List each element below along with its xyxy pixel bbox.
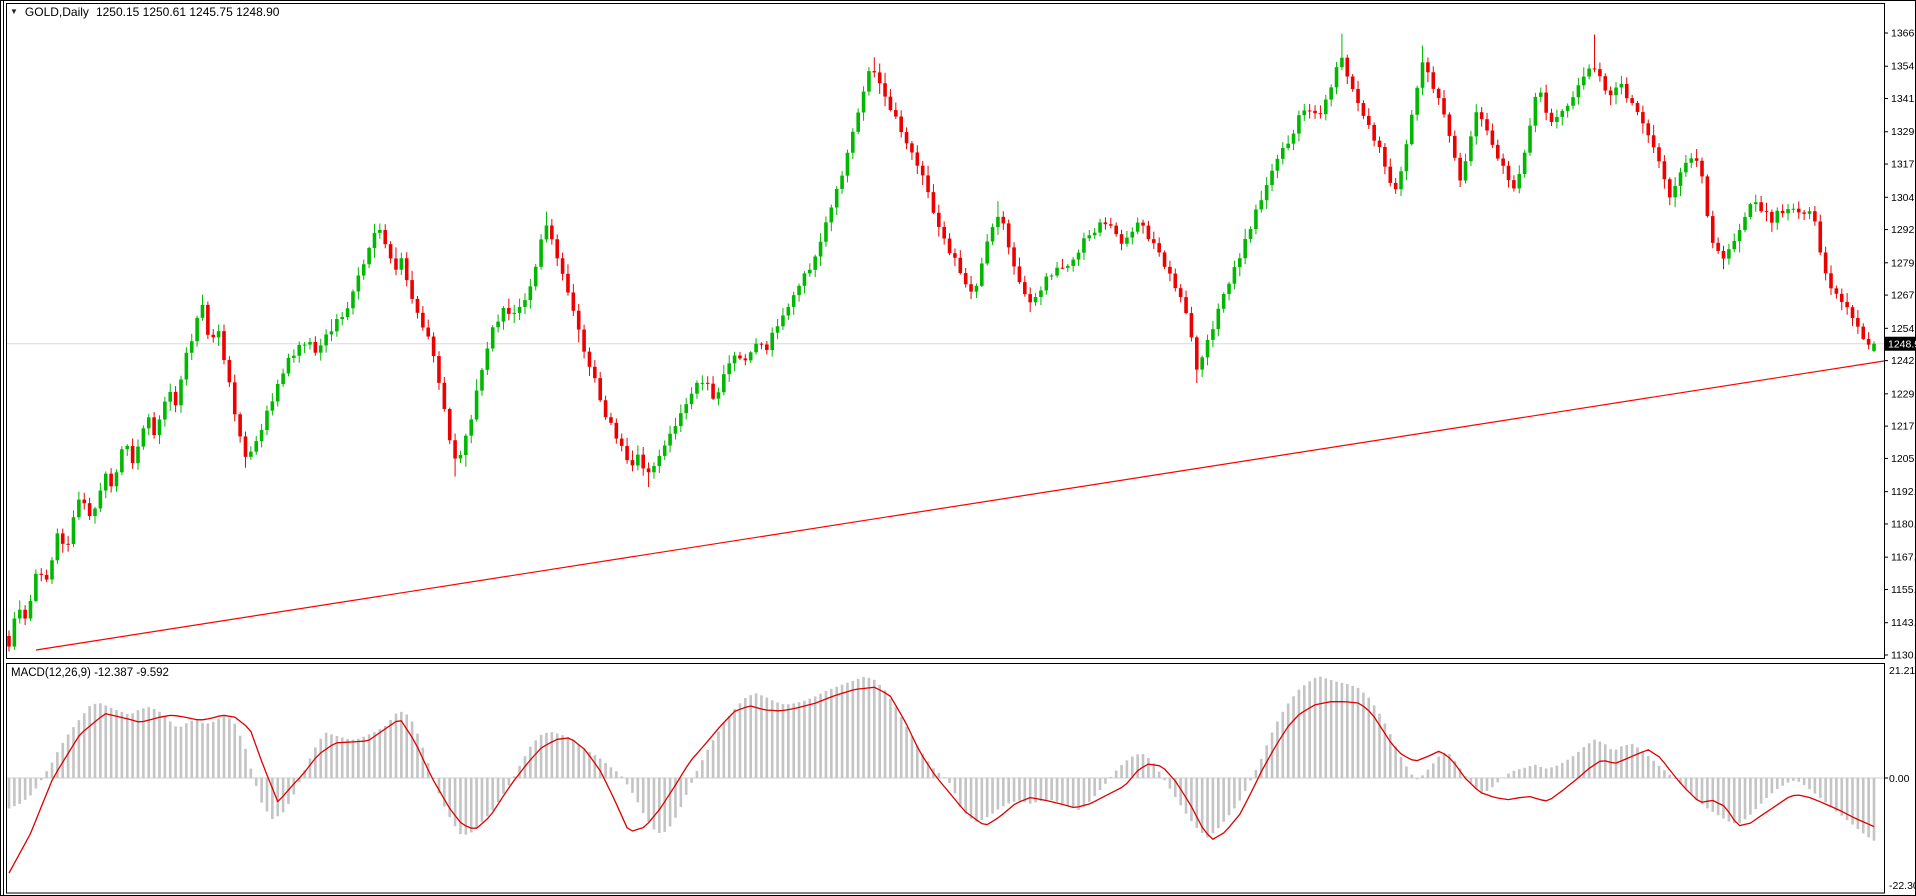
svg-text:1254.75: 1254.75 bbox=[1891, 323, 1916, 335]
main-chart-panel[interactable] bbox=[6, 3, 1885, 659]
svg-text:1317.05: 1317.05 bbox=[1891, 159, 1916, 171]
svg-text:21.215: 21.215 bbox=[1889, 665, 1916, 677]
svg-text:1229.90: 1229.90 bbox=[1891, 388, 1916, 400]
svg-text:1329.30: 1329.30 bbox=[1891, 126, 1916, 138]
svg-text:1143.10: 1143.10 bbox=[1891, 617, 1916, 629]
svg-text:1192.80: 1192.80 bbox=[1891, 486, 1916, 498]
svg-text:1242.50: 1242.50 bbox=[1891, 355, 1916, 367]
main-price-axis[interactable]: 1366.75 1354.15 1341.90 1329.30 1317.05 1304.… bbox=[1884, 28, 1916, 662]
svg-text:1248.90: 1248.90 bbox=[1888, 339, 1916, 351]
current-price-tag: 1248.90 bbox=[1885, 336, 1916, 351]
macd-scale[interactable]: 21.215 0.00 -22.308 bbox=[1884, 665, 1916, 892]
svg-text:1279.60: 1279.60 bbox=[1891, 257, 1916, 269]
chart-symbol-period: GOLD,Daily bbox=[24, 5, 89, 19]
svg-text:1366.75: 1366.75 bbox=[1891, 28, 1916, 40]
svg-text:1217.65: 1217.65 bbox=[1891, 421, 1916, 433]
svg-text:1354.15: 1354.15 bbox=[1891, 61, 1916, 73]
svg-text:0.00: 0.00 bbox=[1889, 773, 1910, 785]
chart-title: ▼ GOLD,Daily 1250.15 1250.61 1245.75 124… bbox=[10, 5, 279, 19]
svg-text:1167.95: 1167.95 bbox=[1891, 552, 1916, 564]
macd-indicator-label: MACD(12,26,9) -12.387 -9.592 bbox=[11, 667, 169, 679]
svg-text:1155.70: 1155.70 bbox=[1891, 584, 1916, 596]
trendline[interactable] bbox=[35, 360, 1885, 651]
svg-text:1205.40: 1205.40 bbox=[1891, 453, 1916, 465]
symbol-dropdown-arrow-icon[interactable]: ▼ bbox=[10, 7, 18, 16]
svg-text:1130.85: 1130.85 bbox=[1891, 650, 1916, 662]
macd-signal-line bbox=[8, 686, 1875, 874]
macd-histogram bbox=[7, 676, 1876, 841]
svg-text:1180.55: 1180.55 bbox=[1891, 518, 1916, 530]
svg-text:1267.35: 1267.35 bbox=[1891, 290, 1916, 302]
svg-text:1304.45: 1304.45 bbox=[1891, 192, 1916, 204]
svg-text:1292.20: 1292.20 bbox=[1891, 224, 1916, 236]
candlestick-series[interactable] bbox=[7, 33, 1876, 652]
chart-ohlc-readout: 1250.15 1250.61 1245.75 1248.90 bbox=[95, 5, 280, 19]
svg-text:-22.308: -22.308 bbox=[1889, 880, 1916, 892]
svg-text:1341.90: 1341.90 bbox=[1891, 93, 1916, 105]
